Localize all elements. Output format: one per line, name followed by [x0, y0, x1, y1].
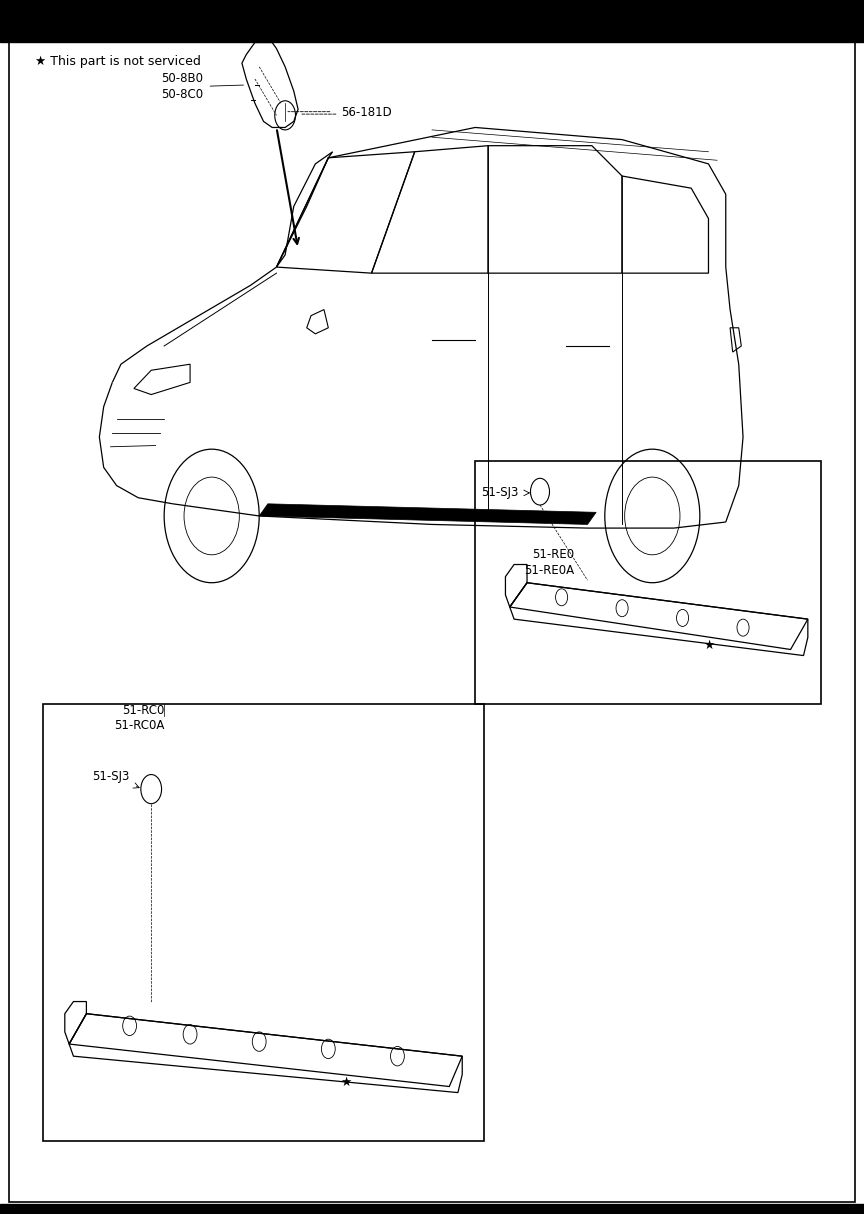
Text: 51-SJ3: 51-SJ3	[92, 771, 130, 783]
Text: 51-RE0A: 51-RE0A	[524, 565, 575, 577]
Bar	[43, 704, 484, 1141]
Text: ★ This part is not serviced: ★ This part is not serviced	[35, 55, 200, 68]
Polygon shape	[259, 504, 596, 524]
Text: 51-RC0: 51-RC0	[122, 704, 164, 716]
Bar	[0, 0, 864, 42]
Bar	[475, 461, 821, 704]
Text: ★: ★	[340, 1077, 352, 1089]
Text: 51-RC0A: 51-RC0A	[114, 720, 164, 732]
Text: 50-8C0: 50-8C0	[161, 89, 203, 101]
Text: 51-RE0: 51-RE0	[532, 549, 575, 561]
Bar	[0, 1204, 864, 1214]
Text: 56-181D: 56-181D	[341, 107, 392, 119]
Text: ★: ★	[702, 640, 715, 652]
Text: 51-SJ3: 51-SJ3	[481, 487, 518, 499]
Text: 50-8B0: 50-8B0	[161, 73, 203, 85]
